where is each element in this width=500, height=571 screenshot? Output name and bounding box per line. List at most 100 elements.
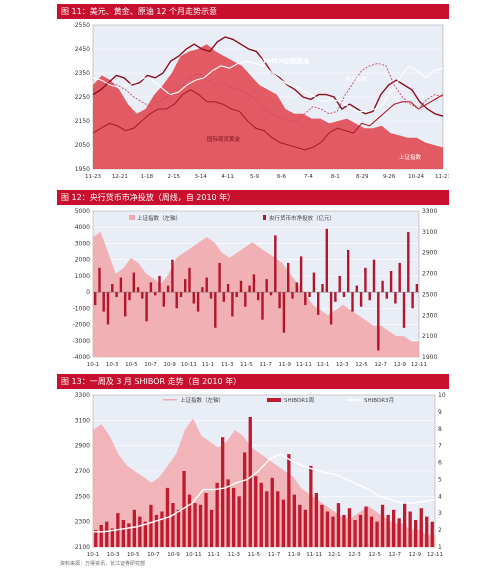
net-injection-bar bbox=[218, 262, 221, 293]
shibor-1w-bar bbox=[408, 511, 412, 547]
x-tick-label: 11-5 bbox=[240, 362, 253, 368]
net-injection-bar bbox=[295, 282, 298, 293]
net-injection-bar bbox=[235, 292, 238, 297]
chart-13-title: 图 13：一周及 3 月 SHIBOR 走势（自 2010 年） bbox=[57, 374, 449, 389]
net-injection-bar bbox=[304, 292, 307, 306]
x-tick-label: 10-5 bbox=[127, 552, 140, 558]
shibor-1w-bar bbox=[364, 506, 368, 547]
shibor-1w-bar bbox=[336, 503, 341, 547]
y-tick-label: 5000 bbox=[75, 208, 90, 215]
shibor-1w-bar bbox=[132, 509, 136, 547]
source-note: 资料来源：万得资讯，长江证券研究部 bbox=[60, 561, 146, 567]
net-injection-bar bbox=[261, 292, 264, 320]
x-tick-label: 10-5 bbox=[125, 362, 138, 368]
net-injection-bar bbox=[381, 280, 384, 293]
net-injection-bar bbox=[317, 292, 320, 315]
net-injection-bar bbox=[359, 292, 363, 307]
chart-12-title: 图 12：央行货币市净投放（周线，自 2010 年） bbox=[57, 190, 449, 205]
net-injection-bar bbox=[209, 292, 213, 299]
shibor-1w-bar bbox=[430, 521, 434, 547]
net-injection-bar bbox=[136, 287, 140, 293]
shibor-1w-bar bbox=[171, 503, 175, 547]
y-tick-label: 1950 bbox=[75, 166, 90, 173]
x-tick-label: 12-1 bbox=[317, 362, 329, 368]
net-injection-bar bbox=[355, 285, 358, 293]
shibor-1w-bar bbox=[243, 452, 247, 547]
right-y-tick-label: 3300 bbox=[422, 208, 437, 215]
net-injection-bar bbox=[128, 292, 131, 301]
shibor-1w-bar bbox=[149, 504, 153, 547]
net-injection-bar bbox=[205, 277, 208, 293]
series-line-1 bbox=[92, 36, 444, 117]
right-y-tick-label: 7 bbox=[438, 443, 442, 450]
series-line-2 bbox=[92, 89, 444, 151]
net-injection-bar bbox=[269, 292, 273, 296]
x-tick-label: 6-6 bbox=[277, 174, 286, 180]
y-tick-label: 1000 bbox=[75, 273, 90, 280]
shibor-1w-bar bbox=[392, 509, 396, 547]
shibor-1w-bar bbox=[160, 511, 164, 547]
x-tick-label: 10-7 bbox=[147, 552, 160, 558]
chart-13: 图 13：一周及 3 月 SHIBOR 走势（自 2010 年） 3300 310… bbox=[57, 374, 449, 560]
y-tick-label: -1000 bbox=[73, 305, 91, 312]
net-injection-bar bbox=[321, 284, 324, 293]
net-injection-bar bbox=[402, 292, 406, 328]
net-injection-bar bbox=[231, 292, 234, 317]
shibor-1w-bar bbox=[143, 521, 147, 547]
series-line-4 bbox=[92, 62, 444, 122]
right-y-tick-label: 3100 bbox=[422, 229, 437, 236]
y-tick-label: 2350 bbox=[75, 70, 90, 77]
x-tick-label: 12-5 bbox=[368, 552, 381, 558]
shibor-1w-bar bbox=[226, 479, 230, 547]
net-injection-bar bbox=[325, 228, 328, 293]
y-tick-label: 2450 bbox=[75, 46, 90, 53]
y-tick-label: 2250 bbox=[75, 94, 90, 101]
shanghai-index-area bbox=[93, 231, 419, 357]
x-tick-label: 11-9 bbox=[288, 552, 301, 558]
net-injection-bar bbox=[257, 292, 260, 301]
x-tick-label: 10-7 bbox=[144, 362, 157, 368]
right-y-tick-label: 1 bbox=[438, 544, 442, 551]
x-tick-label: 11-1 bbox=[207, 552, 219, 558]
chart-13-plot: 3300310029002700250023002100109876543211… bbox=[75, 392, 446, 558]
net-injection-bar bbox=[201, 287, 204, 293]
y-tick-label: 2550 bbox=[75, 22, 90, 29]
net-injection-bar bbox=[226, 284, 230, 293]
net-injection-bar bbox=[145, 292, 148, 322]
x-tick-label: 12-21 bbox=[112, 174, 128, 180]
net-injection-bar bbox=[385, 292, 388, 299]
net-injection-bar bbox=[368, 292, 371, 301]
x-tick-label: 10-9 bbox=[167, 552, 180, 558]
shibor-1w-bar bbox=[380, 504, 385, 547]
chart-12-plot: 5000 4000 3000 2000 1000 0 -1000 -2000 -3000 -400… bbox=[73, 208, 438, 368]
shibor-1w-bar bbox=[369, 516, 374, 547]
net-injection-bar bbox=[132, 272, 135, 293]
x-tick-label: 11-7 bbox=[259, 362, 272, 368]
legend-label-index: 上证指数（左轴） bbox=[180, 396, 224, 404]
net-injection-bar bbox=[111, 284, 114, 293]
x-tick-label: 10-11 bbox=[186, 552, 202, 558]
shibor-1w-bar bbox=[198, 504, 203, 547]
net-injection-bar bbox=[278, 292, 281, 309]
net-injection-bar bbox=[188, 267, 191, 293]
shibor-1w-bar bbox=[182, 471, 186, 547]
right-y-tick-label: 5 bbox=[438, 476, 442, 483]
shibor-1w-bar bbox=[292, 494, 296, 547]
net-injection-bar bbox=[149, 282, 153, 293]
net-injection-bar bbox=[124, 292, 127, 317]
net-injection-bar bbox=[119, 277, 123, 293]
annotation-dollar: 美元指数 bbox=[345, 75, 368, 83]
y-tick-label: 2050 bbox=[75, 142, 90, 149]
shibor-1w-bar bbox=[110, 528, 114, 547]
shanghai-index-area bbox=[93, 44, 443, 170]
annotation-shanghai: 上证指数 bbox=[399, 153, 422, 161]
legend-swatch-index bbox=[129, 215, 135, 220]
shibor-1w-bar bbox=[276, 491, 280, 547]
y-tick-label: -4000 bbox=[73, 354, 91, 361]
shibor-1w-bar bbox=[358, 514, 363, 547]
x-tick-label: 12-3 bbox=[336, 362, 349, 368]
x-tick-label: 10-9 bbox=[163, 362, 176, 368]
right-y-tick-label: 2900 bbox=[422, 250, 437, 257]
shibor-1w-bar bbox=[176, 509, 181, 547]
